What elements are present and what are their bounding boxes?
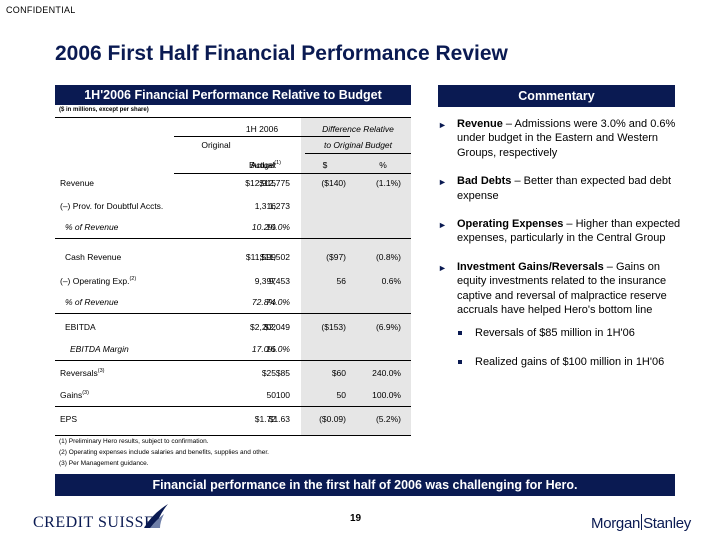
cell-diff-pct: (5.2%) [375,414,401,424]
rule-before-cash-revenue [55,238,411,239]
header-diff-line1: Difference Relative [322,124,394,134]
square-bullet-icon [458,359,462,364]
cell-diff-dollar: $60 [331,368,346,378]
header-actual: Actual(1) [250,160,281,170]
difference-column-shading [301,117,411,435]
table-header-bar: 1H'2006 Financial Performance Relative t… [55,85,411,105]
cell-budget: $11,599 [245,252,276,262]
row-label-ebitda-margin: EBITDA Margin [70,344,129,354]
header-diff-line2: to Original Budget [323,140,393,150]
cell-budget: 17.0% [251,344,276,354]
cell-budget: 1,316 [254,201,276,211]
row-label-pct-revenue: % of Revenue [65,222,119,232]
sail-icon [144,504,168,528]
conclusion-banner: Financial performance in the first half … [55,474,675,496]
page-title: 2006 First Half Financial Performance Re… [55,42,508,65]
commentary-header: Commentary [438,85,675,107]
rule-before-ebitda [55,313,411,314]
commentary-item-investment-gains: ► Investment Gains/Reversals – Gains on … [438,260,667,317]
row-label-eps: EPS [60,414,78,424]
cell-budget: 72.8% [251,297,276,307]
square-bullet-icon [458,331,462,336]
cell-actual: $2,049 [264,322,290,332]
cell-actual: $85 [275,368,290,378]
cell-diff-pct: (0.8%) [375,252,401,262]
cell-diff-dollar: ($153) [321,322,346,332]
row-label-reversals: Reversals(3) [60,368,105,378]
arrow-bullet-icon: ► [438,120,447,130]
cell-actual: 1,273 [268,201,290,211]
cell-diff-pct: (1.1%) [375,178,401,188]
footnote-1: (1) Preliminary Hero results, subject to… [59,438,209,445]
cell-budget: $25 [261,368,276,378]
commentary-item-bad-debts: ► Bad Debts – Better than expected bad d… [438,175,672,202]
cell-actual: 74.0% [265,297,290,307]
header-rule-diff [305,153,411,154]
page-number: 19 [350,513,362,524]
footnote-2: (2) Operating expenses include salaries … [59,449,269,456]
cell-actual: 100 [275,390,290,400]
rule-before-reversals [55,360,411,361]
cell-budget: $12,915 [245,178,276,188]
cell-actual: 16.0% [265,344,290,354]
row-label-revenue: Revenue [60,178,95,188]
morgan-stanley-logo: Morgan Stanley [591,514,691,532]
footnotes: (1) Preliminary Hero results, subject to… [59,436,269,469]
cell-budget: $2,202 [250,322,276,332]
cell-diff-dollar: 56 [336,276,346,286]
commentary-item-revenue: ► Revenue – Admissions were 3.0% and 0.6… [438,118,676,159]
cell-actual: 9,453 [268,276,290,286]
units-note: ($ in millions, except per share) [59,107,149,113]
header-budget: Budget [249,160,276,170]
commentary-sub-item-reversals: Reversals of $85 million in 1H'06 [438,326,688,340]
header-original: Original [201,140,231,150]
row-label-operating-exp: (–) Operating Exp.(2) [60,276,137,286]
cell-diff-pct: (6.9%) [375,322,401,332]
commentary-item-operating-expenses: ► Operating Expenses – Higher than expec… [438,218,681,245]
cell-diff-dollar: ($0.09) [319,414,346,424]
rule-before-eps [55,406,411,407]
cell-diff-dollar: ($140) [321,178,346,188]
table-bottom-rule [55,435,411,436]
row-label-gains: Gains(3) [60,390,89,400]
cell-diff-dollar: ($97) [326,252,346,262]
arrow-bullet-icon: ► [438,220,447,231]
commentary-sub-item-realized-gains: Realized gains of $100 million in 1H'06 [438,355,688,369]
table-top-rule [55,117,411,118]
confidential-label: CONFIDENTIAL [6,5,76,15]
credit-suisse-wordmark: CREDIT SUISSE [33,514,155,531]
header-1h-2006: 1H 2006 [245,124,279,134]
row-label-cash-revenue: Cash Revenue [65,252,122,262]
footnote-3: (3) Per Management guidance. [59,460,149,467]
cell-budget: 10.2% [251,222,276,232]
cell-diff-pct: 240.0% [372,368,401,378]
cell-diff-dollar: 50 [336,390,346,400]
cell-actual: 10.0% [265,222,290,232]
header-pct: % [379,160,387,170]
header-rule-1h [174,136,350,137]
cell-actual: $12,775 [259,178,290,188]
cell-budget: 50 [266,390,276,400]
commentary-list: ► Revenue – Admissions were 3.0% and 0.6… [438,117,688,383]
logo-divider [641,514,643,530]
cell-budget: 9,397 [254,276,276,286]
header-dollar: $ [322,160,328,170]
row-label-ebitda: EBITDA [65,322,96,332]
cell-diff-pct: 100.0% [372,390,401,400]
cell-budget: $1.72 [254,414,276,424]
cell-actual: $11,502 [259,252,290,262]
header-rule-bottom [174,173,411,174]
cell-diff-pct: 0.6% [381,276,401,286]
arrow-bullet-icon: ► [438,177,447,188]
cell-actual: $1.63 [268,414,290,424]
row-label-prov-doubtful: (–) Prov. for Doubtful Accts. [60,201,164,211]
arrow-bullet-icon: ► [438,262,447,273]
row-label-pct-revenue: % of Revenue [65,297,119,307]
